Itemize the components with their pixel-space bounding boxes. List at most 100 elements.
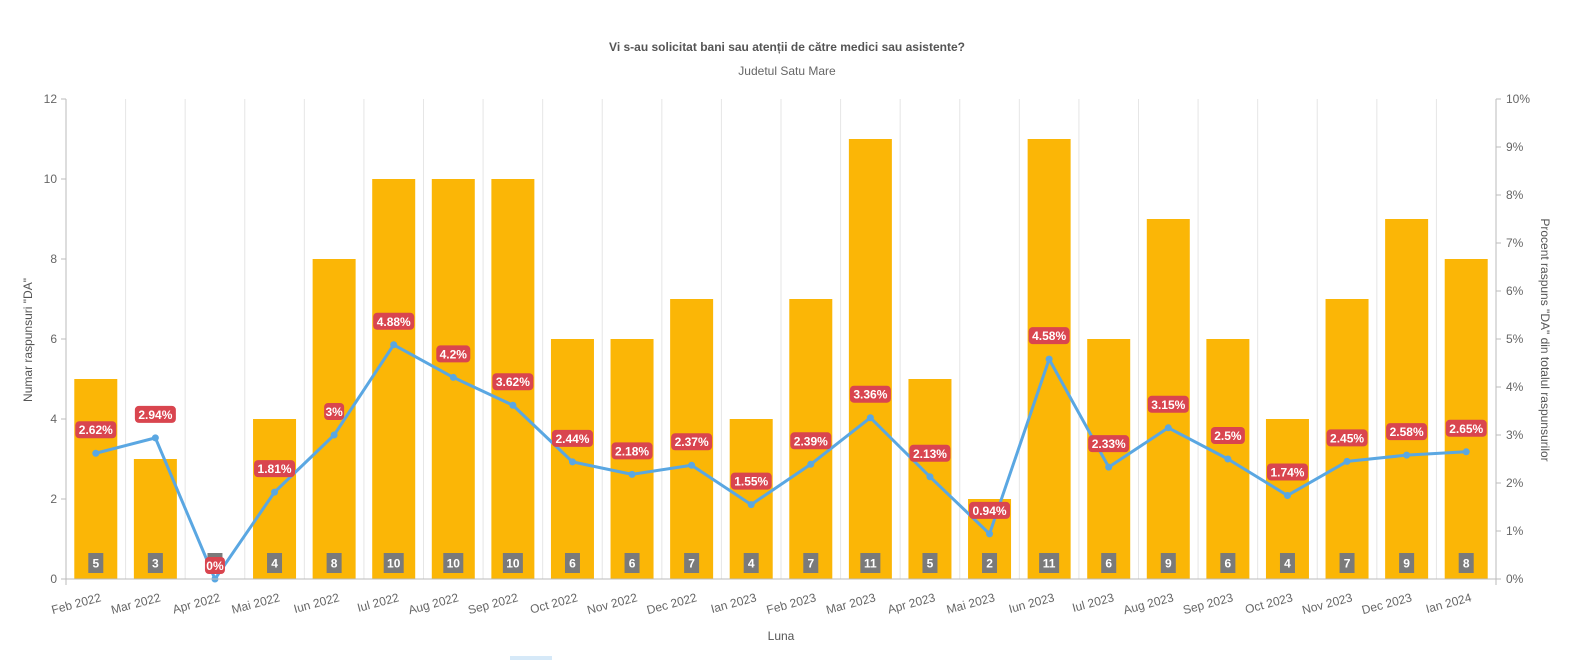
bar	[1444, 259, 1488, 579]
percent-point	[807, 460, 815, 468]
y2-tick-label: 8%	[1506, 188, 1524, 202]
x-tick-label: Oct 2022	[529, 590, 580, 616]
bar	[372, 179, 416, 579]
percent-label: 0.94%	[973, 504, 1007, 518]
percent-labels: 2.62% 2.94% 0% 1.81% 3% 4.88% 4.2% 3.62% 2.44% 2.…	[75, 312, 1487, 574]
percent-label-box	[730, 472, 772, 490]
bar	[74, 379, 118, 579]
x-tick-label: Mai 2022	[230, 590, 282, 616]
y-tick-label: 12	[44, 92, 58, 106]
x-tick-label: Mar 2023	[825, 590, 878, 617]
bar-label-box	[1039, 553, 1060, 573]
bar-label: 8	[1463, 557, 1470, 571]
x-tick-label: Nov 2023	[1301, 590, 1355, 617]
percent-point	[449, 373, 457, 381]
chart-title: Vi s-au solicitat bani sau atenții de că…	[609, 40, 965, 54]
bar-label-box	[1160, 553, 1176, 573]
x-tick-label: Dec 2022	[645, 590, 699, 617]
bar-label-box	[684, 553, 700, 573]
percent-label: 2.18%	[615, 444, 649, 458]
y-tick-label: 8	[50, 252, 57, 266]
bar-label-box	[1101, 553, 1117, 573]
percent-point	[1343, 457, 1351, 465]
percent-label: 2.58%	[1390, 425, 1424, 439]
percent-label: 2.5%	[1214, 429, 1242, 443]
percent-point	[1403, 451, 1411, 459]
percent-label-box	[134, 405, 176, 423]
chart-subtitle: Judetul Satu Mare	[738, 64, 836, 78]
bar-label-box	[443, 553, 464, 573]
line-series	[92, 341, 1470, 583]
percent-label: 1.55%	[734, 475, 768, 489]
y-tick-label: 6	[50, 332, 57, 346]
percent-label-box	[254, 460, 296, 478]
x-tick-label: Feb 2022	[50, 590, 103, 617]
x-tick-label: Ian 2024	[1424, 590, 1473, 616]
y-axis-title: Numar raspunsuri "DA"	[21, 278, 35, 402]
bar-label: 7	[688, 557, 695, 571]
bar-label: 4	[1284, 557, 1291, 571]
percent-point	[151, 434, 159, 442]
percent-label-box	[790, 432, 832, 450]
percent-label-box	[75, 421, 117, 439]
percent-label: 2.44%	[555, 432, 589, 446]
bar-label: 7	[807, 557, 814, 571]
bar-label-box	[860, 553, 881, 573]
percent-label-box	[373, 312, 415, 330]
percent-label-box	[1386, 423, 1428, 441]
bar-label-box	[1220, 553, 1236, 573]
x-axis-title: Luna	[768, 629, 795, 643]
percent-label-box	[1210, 427, 1245, 444]
percent-label-box	[671, 433, 713, 451]
bar	[253, 419, 297, 579]
percent-point	[1164, 424, 1172, 432]
x-tick-label: Mar 2022	[110, 590, 163, 617]
bar-label: 8	[331, 557, 338, 571]
percent-label-box	[611, 442, 653, 460]
y2-tick-label: 7%	[1506, 236, 1524, 250]
bar-label-box	[743, 553, 759, 573]
percent-label: 2.13%	[913, 447, 947, 461]
percent-point	[1462, 448, 1470, 456]
bar	[848, 139, 892, 579]
percent-label-box	[849, 385, 891, 403]
percent-label-box	[969, 501, 1011, 519]
legend-swatch[interactable]	[510, 656, 552, 660]
y-tick-label: 4	[50, 412, 57, 426]
bar-label-box	[383, 553, 404, 573]
percent-label: 2.33%	[1092, 437, 1126, 451]
percent-label-box	[1088, 435, 1130, 453]
percent-label: 1.74%	[1270, 465, 1304, 479]
y2-tick-label: 10%	[1506, 92, 1530, 106]
bar-label: 4	[748, 557, 755, 571]
x-tick-label: Iul 2022	[356, 590, 401, 615]
percent-label-box	[1147, 395, 1189, 413]
percent-label: 3.36%	[853, 388, 887, 402]
bar-label-box	[147, 553, 163, 573]
bar-label: 2	[986, 557, 993, 571]
x-tick-label: Mai 2023	[945, 590, 997, 616]
bar-label: 6	[629, 557, 636, 571]
percent-label: 0%	[206, 559, 224, 573]
bar-label-box	[922, 553, 938, 573]
percent-label-box	[551, 429, 593, 447]
percent-point	[509, 401, 517, 409]
bar-label: 7	[1344, 557, 1351, 571]
bar-label: 4	[271, 557, 278, 571]
bar-label: 9	[1165, 557, 1172, 571]
percent-point	[330, 431, 338, 439]
percent-point	[1283, 491, 1291, 499]
percent-label: 2.39%	[794, 434, 828, 448]
x-tick-label: Apr 2022	[171, 590, 222, 616]
bar-label: 10	[506, 557, 520, 571]
percent-label: 4.2%	[440, 347, 468, 361]
percent-point	[866, 414, 874, 422]
bar-label: 6	[1225, 557, 1232, 571]
percent-line	[95, 343, 1467, 581]
percent-point	[986, 530, 994, 538]
percent-label: 2.62%	[79, 423, 113, 437]
x-tick-label: Feb 2023	[765, 590, 818, 617]
percent-point	[271, 488, 279, 496]
percent-label: 2.94%	[138, 408, 172, 422]
bar-label-box	[502, 553, 523, 573]
